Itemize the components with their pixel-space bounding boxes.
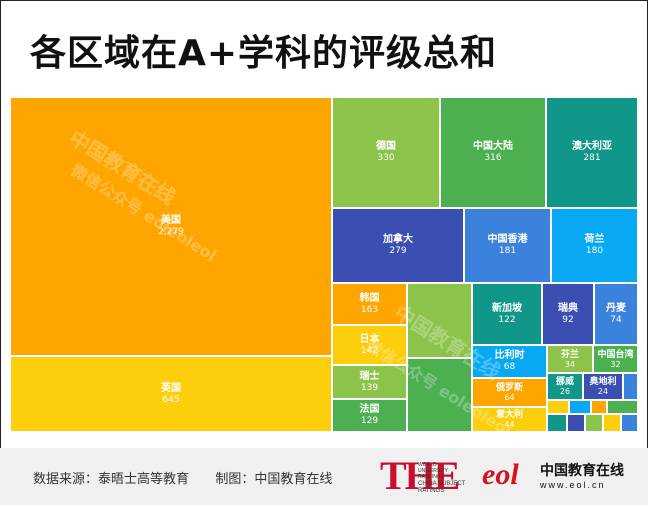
treemap-tile: 芬兰 34 bbox=[547, 345, 593, 373]
the-logo-line: WORLD bbox=[418, 462, 437, 468]
tile-label: 中国台湾 bbox=[597, 349, 634, 360]
tile-value: 129 bbox=[360, 416, 379, 426]
the-rankings-logo: THE WORLD UNIVERSITY RANKINGS CHINA SUBJ… bbox=[380, 456, 465, 498]
tile-label: 德国 bbox=[376, 141, 396, 152]
treemap-tile: 中国香港 181 bbox=[464, 208, 551, 283]
treemap-tile: 新加坡 122 bbox=[472, 283, 542, 345]
eol-logo-url: www.eol.cn bbox=[540, 480, 606, 490]
treemap-minor-tile bbox=[407, 358, 472, 432]
tile-value: 279 bbox=[389, 246, 407, 256]
tile-label: 比利时 bbox=[494, 350, 525, 361]
tile-label: 中国香港 bbox=[487, 234, 528, 245]
tile-value: 645 bbox=[162, 394, 180, 405]
treemap-minor-tile bbox=[585, 414, 603, 432]
the-logo-line: RATINGS bbox=[418, 488, 445, 494]
treemap-tile: 英国 645 bbox=[10, 356, 332, 432]
treemap-minor-tile bbox=[547, 414, 567, 432]
tile-value: 44 bbox=[504, 420, 515, 429]
source-label: 数据来源： bbox=[33, 472, 99, 487]
eol-logo: eol 中国教育在线 www.eol.cn bbox=[482, 458, 642, 498]
treemap-tile: 中国台湾 32 bbox=[593, 345, 638, 373]
tile-label: 日本 bbox=[359, 333, 380, 345]
treemap-tile: 中国大陆 316 bbox=[440, 97, 546, 208]
treemap-minor-tile bbox=[621, 414, 638, 432]
tile-label: 荷兰 bbox=[584, 234, 605, 245]
tile-value: 316 bbox=[484, 153, 502, 163]
treemap-tile: 奥地利 24 bbox=[583, 373, 623, 400]
tile-label: 美国 bbox=[161, 215, 181, 226]
treemap-tile: 韩国 163 bbox=[332, 283, 407, 325]
treemap-tile: 瑞士 139 bbox=[332, 365, 407, 399]
tile-label: 韩国 bbox=[359, 292, 380, 304]
tile-value: 181 bbox=[498, 246, 517, 256]
tile-value: 180 bbox=[585, 246, 604, 256]
tile-label: 加拿大 bbox=[383, 234, 413, 245]
chart-title: 各区域在A+学科的评级总和 bbox=[30, 33, 498, 74]
treemap-tile: 美国 2,279 bbox=[10, 97, 332, 356]
the-logo-line: CHINA SUBJECT bbox=[418, 481, 466, 487]
tile-label: 新加坡 bbox=[492, 302, 522, 314]
eol-logo-name: 中国教育在线 bbox=[540, 463, 624, 479]
treemap-minor-tile bbox=[569, 400, 591, 414]
tile-label: 意大利 bbox=[495, 410, 523, 420]
treemap-tile: 荷兰 180 bbox=[551, 208, 638, 283]
tile-value: 122 bbox=[498, 314, 516, 325]
tile-value: 26 bbox=[559, 387, 571, 396]
treemap-minor-tile bbox=[591, 400, 607, 414]
the-logo-mark: THE bbox=[380, 453, 460, 498]
the-logo-line: RANKINGS bbox=[418, 474, 445, 480]
treemap-tile: 意大利 44 bbox=[472, 407, 547, 432]
maker-label: 制图： bbox=[215, 472, 255, 487]
tile-value: 64 bbox=[504, 393, 515, 402]
treemap-minor-tile bbox=[603, 414, 621, 432]
eol-logo-mark: eol bbox=[482, 458, 519, 491]
tile-value: 74 bbox=[610, 314, 622, 325]
tile-label: 挪威 bbox=[555, 377, 574, 387]
tile-value: 139 bbox=[360, 382, 379, 393]
tile-label: 澳大利亚 bbox=[572, 141, 612, 152]
tile-value: 142 bbox=[360, 345, 379, 356]
treemap-tile: 日本 142 bbox=[332, 325, 407, 365]
source-line: 数据来源：泰晤士高等教育 制图：中国教育在线 bbox=[33, 468, 332, 487]
tile-label: 瑞典 bbox=[558, 302, 578, 314]
tile-label: 奥地利 bbox=[589, 377, 617, 387]
treemap-tile: 丹麦 74 bbox=[594, 283, 638, 345]
tile-value: 24 bbox=[597, 387, 609, 396]
tile-label: 英国 bbox=[161, 382, 181, 394]
treemap-minor-tile bbox=[567, 414, 585, 432]
source-value: 泰晤士高等教育 bbox=[98, 472, 190, 487]
tile-value: 2,279 bbox=[158, 227, 184, 237]
treemap-tile: 挪威 26 bbox=[547, 373, 583, 400]
treemap-tile: 法国 129 bbox=[332, 399, 407, 432]
maker-value: 中国教育在线 bbox=[254, 472, 333, 487]
tile-value: 281 bbox=[583, 153, 601, 163]
tile-label: 中国大陆 bbox=[473, 141, 513, 152]
tile-value: 92 bbox=[562, 314, 574, 325]
treemap-minor-tile bbox=[607, 400, 638, 414]
treemap-minor-tile bbox=[623, 373, 638, 400]
footer: 数据来源：泰晤士高等教育 制图：中国教育在线 THE WORLD UNIVERS… bbox=[0, 448, 648, 505]
treemap-tile: 俄罗斯 64 bbox=[472, 378, 547, 407]
tile-value: 32 bbox=[610, 359, 621, 369]
tile-value: 34 bbox=[564, 359, 576, 369]
tile-label: 法国 bbox=[359, 404, 380, 415]
treemap-minor-tile bbox=[407, 283, 472, 358]
tile-label: 丹麦 bbox=[606, 302, 626, 314]
treemap-tile: 德国 330 bbox=[332, 97, 440, 208]
tile-value: 163 bbox=[360, 304, 379, 315]
treemap-tile: 澳大利亚 281 bbox=[546, 97, 638, 208]
tile-value: 330 bbox=[377, 153, 395, 163]
tile-label: 瑞士 bbox=[359, 370, 380, 382]
tile-value: 68 bbox=[503, 362, 516, 372]
treemap-tile: 加拿大 279 bbox=[332, 208, 464, 283]
tile-label: 俄罗斯 bbox=[495, 383, 523, 393]
tile-label: 芬兰 bbox=[560, 349, 579, 360]
treemap-minor-tile bbox=[547, 400, 569, 414]
the-logo-line: UNIVERSITY bbox=[418, 468, 449, 474]
treemap-tile: 瑞典 92 bbox=[542, 283, 594, 345]
treemap-tile: 比利时 68 bbox=[472, 345, 547, 378]
treemap-chart: 美国 2,279 英国 645 德国 330 中国大陆 316 澳大利亚 281 加拿大 279 中国香… bbox=[10, 97, 638, 432]
